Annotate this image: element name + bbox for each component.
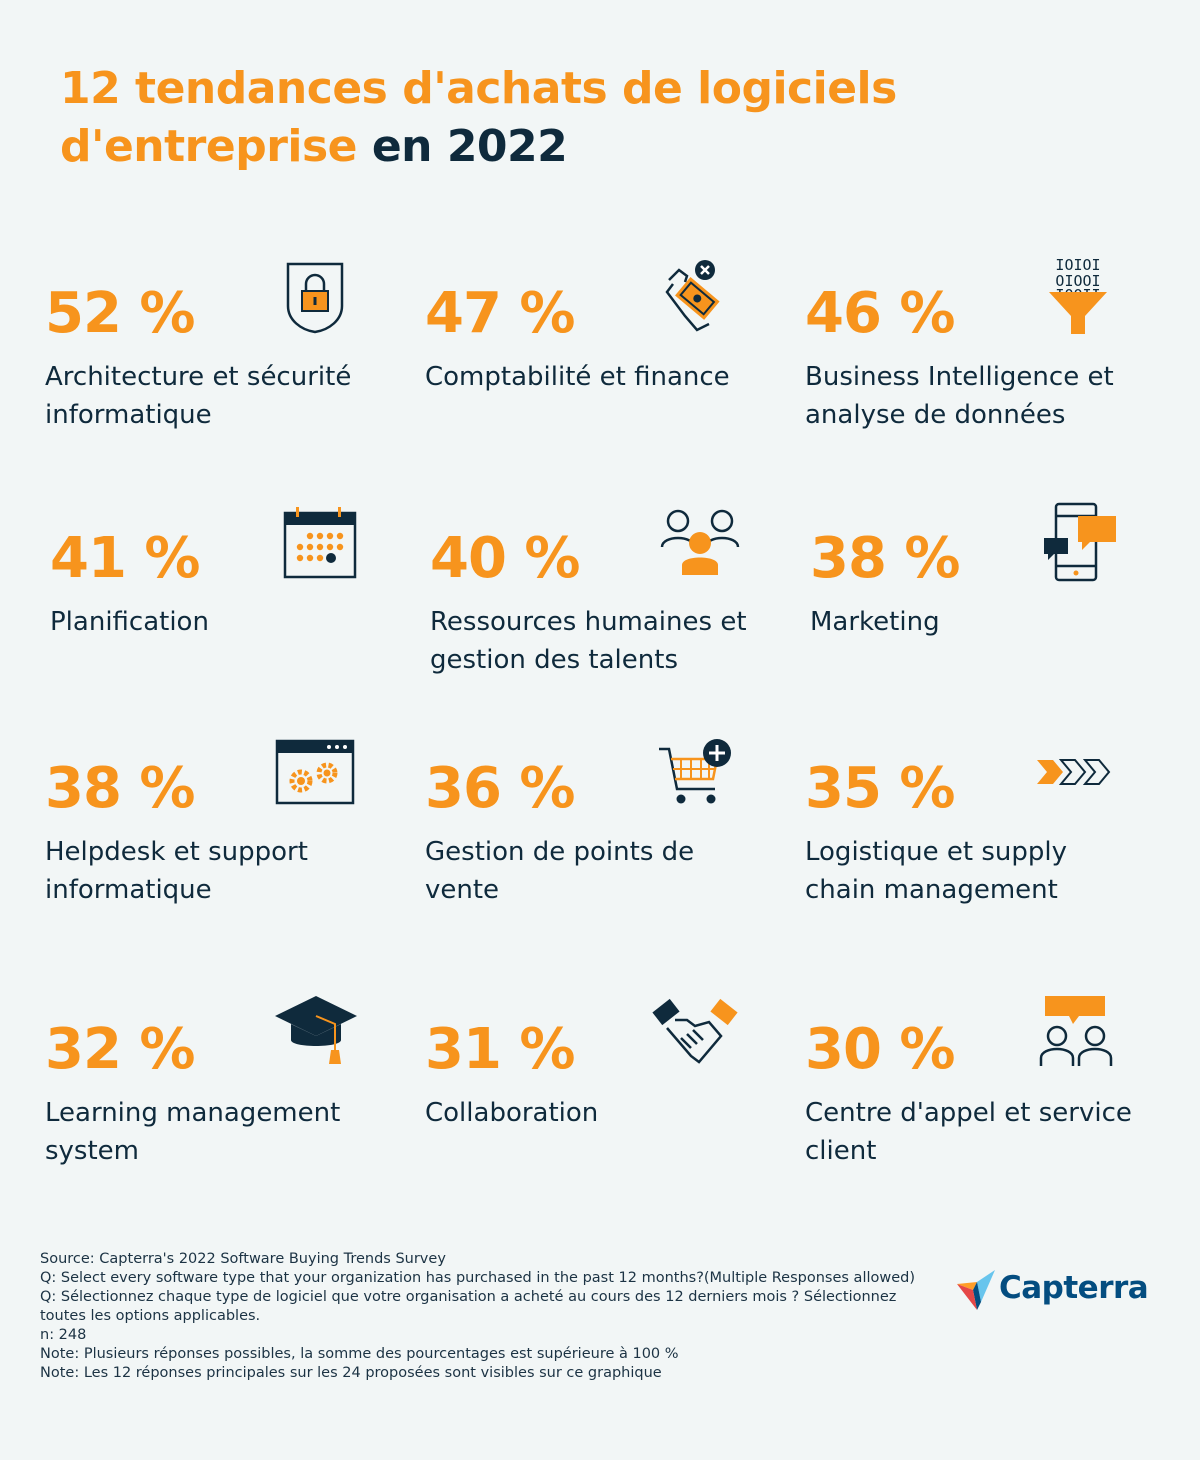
handshake-icon <box>652 998 738 1064</box>
stat-label: Comptabilité et finance <box>425 362 730 392</box>
chevrons-icon <box>1037 759 1111 785</box>
stat-label: Marketing <box>810 607 940 637</box>
stat-label: Gestion de points de vente <box>425 837 695 905</box>
stat-label: Collaboration <box>425 1098 599 1128</box>
stat-value: 52 % <box>45 281 196 346</box>
stat-value: 32 % <box>45 1017 196 1082</box>
support-people-icon <box>1039 996 1113 1066</box>
title-highlight: d'entreprise <box>60 121 358 172</box>
title-year: en 2022 <box>357 121 568 172</box>
people-icon <box>660 509 740 575</box>
stat-value: 35 % <box>805 756 956 821</box>
stat-value: 40 % <box>430 526 581 591</box>
stat-label: Architecture et sécurité informatique <box>45 362 352 430</box>
browser-gears-icon <box>275 739 355 805</box>
capterra-logo: Capterra <box>955 1268 1155 1318</box>
question-en: Q: Select every software type that your … <box>40 1270 916 1286</box>
question-fr: Q: Sélectionnez chaque type de logiciel … <box>40 1289 897 1324</box>
stat-label: Helpdesk et support informatique <box>45 837 308 905</box>
stat-label: Business Intelligence et analyse de donn… <box>805 362 1114 430</box>
shield-lock-icon <box>286 262 344 334</box>
stat-value: 38 % <box>810 526 961 591</box>
sample-size: n: 248 <box>40 1327 87 1343</box>
title-line-1: 12 tendances d'achats de logiciels <box>60 63 897 114</box>
note-1: Note: Plusieurs réponses possibles, la s… <box>40 1346 679 1362</box>
stat-value: 38 % <box>45 756 196 821</box>
calendar-icon <box>283 507 357 579</box>
stat-value: 46 % <box>805 281 956 346</box>
hand-money-icon <box>665 260 720 332</box>
cart-add-icon <box>659 739 731 804</box>
brand-name: Capterra <box>999 1270 1149 1306</box>
stat-label: Logistique et supply chain management <box>805 837 1067 905</box>
stat-value: 36 % <box>425 756 576 821</box>
stat-value: 47 % <box>425 281 576 346</box>
capterra-mark-icon <box>957 1270 995 1310</box>
page-title: 12 tendances d'achats de logiciels d'ent… <box>60 60 897 176</box>
svg-text:OIOOI: OIOOI <box>1055 272 1100 290</box>
source-note: Source: Capterra's 2022 Software Buying … <box>40 1251 446 1267</box>
stat-value: 31 % <box>425 1017 576 1082</box>
stat-label: Ressources humaines et gestion des talen… <box>430 607 747 675</box>
data-funnel-icon: IOIOI OIOOI IOOII <box>1049 256 1107 334</box>
stat-value: 30 % <box>805 1017 956 1082</box>
title-line-2: d'entreprise en 2022 <box>60 118 897 176</box>
note-2: Note: Les 12 réponses principales sur le… <box>40 1365 662 1381</box>
graduation-cap-icon <box>275 996 357 1064</box>
footer-notes: Source: Capterra's 2022 Software Buying … <box>40 1250 920 1383</box>
phone-chat-icon <box>1044 502 1116 582</box>
stat-label: Learning management system <box>45 1098 341 1166</box>
stat-label: Planification <box>50 607 209 637</box>
svg-text:IOIOI: IOIOI <box>1055 256 1100 274</box>
stat-label: Centre d'appel et service client <box>805 1098 1132 1166</box>
stat-value: 41 % <box>50 526 201 591</box>
